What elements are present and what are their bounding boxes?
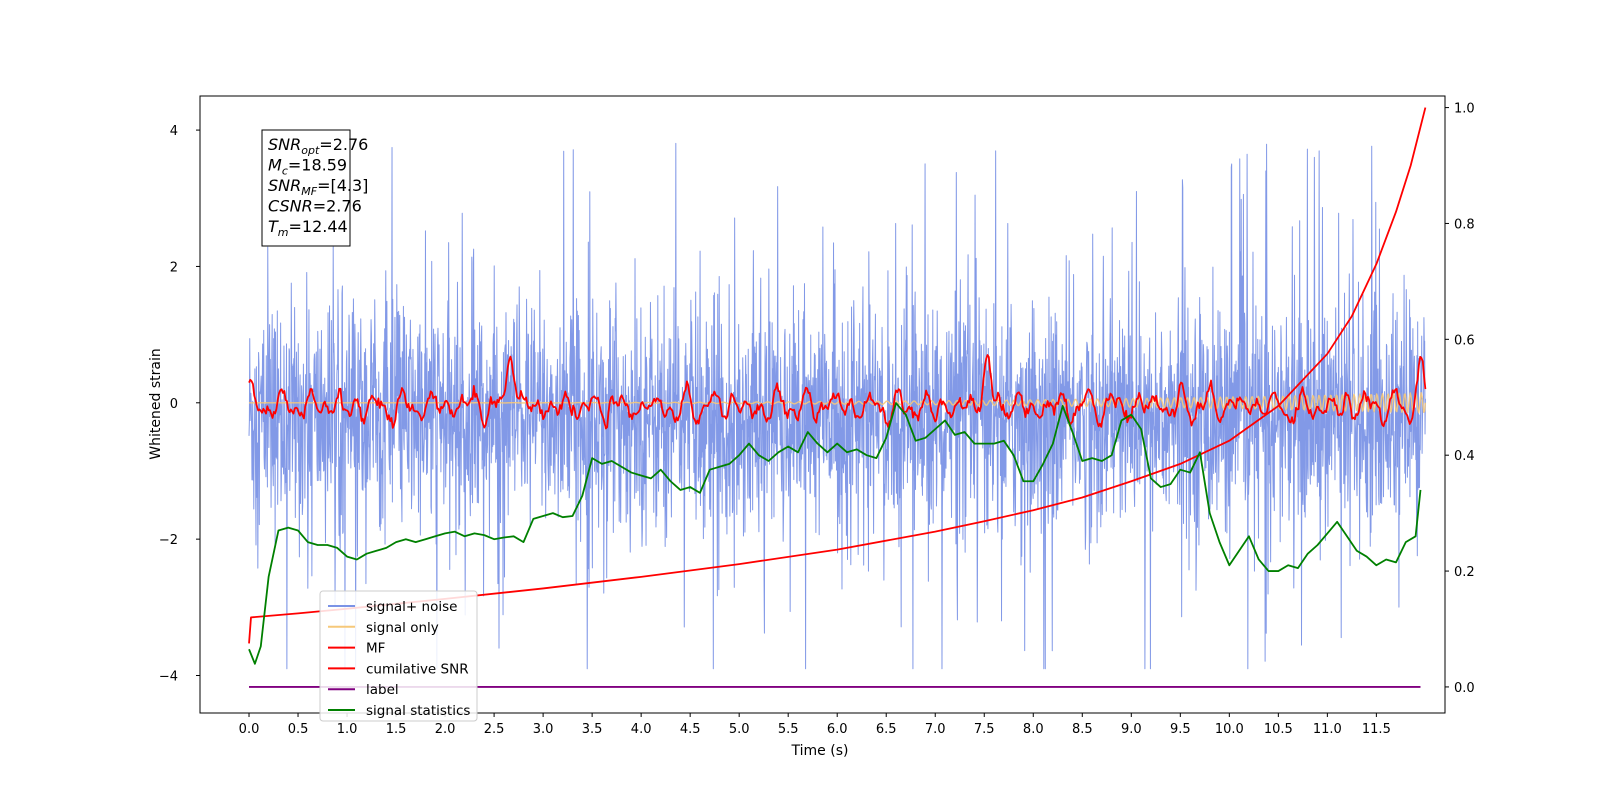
x-tick-label: 1.5 [386,722,407,737]
y2-tick-label: 1.0 [1454,102,1475,117]
info-line-symbol: CSNR [268,197,313,216]
info-line: Mc=18.59 [268,156,347,178]
x-tick-label: 0.5 [288,722,309,737]
info-line: Tm=12.44 [268,217,348,239]
legend: signal+ noise signal only MF cumilative SNR… [319,590,478,722]
legend-label: label [366,682,399,698]
y2-tick-label: 0.0 [1454,681,1475,696]
info-box: SNRopt=2.76Mc=18.59SNRMF=[4.3]CSNR=2.76T… [261,129,368,247]
info-line-value: =[4.3] [317,176,368,195]
y-tick-label: −2 [159,533,178,548]
series-signal-statistics-line [248,402,1422,665]
info-line-symbol: T [268,217,279,236]
series-signal-noise-line [248,142,1426,670]
y-axis-right: 0.0 0.2 0.4 0.6 0.8 1.0 [1445,102,1475,696]
x-tick-label: 9.5 [1170,722,1191,737]
x-tick-label: 2.5 [484,722,505,737]
info-line-symbol: SNR [268,135,301,154]
info-line: CSNR=2.76 [268,197,362,216]
x-tick-label: 11.5 [1362,722,1391,737]
x-tick-label: 2.0 [435,722,456,737]
legend-label: signal only [366,620,439,636]
legend-label: MF [366,641,385,657]
x-axis: 0.0 0.5 1.0 1.5 2.0 2.5 3.0 3.5 4.0 4.5 5.0 5.5 6.0 6… [239,713,1391,737]
y-tick-label: 0 [170,397,178,412]
x-axis-label: Time (s) [791,743,849,759]
x-tick-label: 0.0 [239,722,260,737]
x-tick-label: 3.5 [582,722,603,737]
y2-tick-label: 0.8 [1454,217,1475,232]
info-line: SNRopt=2.76 [268,135,368,157]
y-tick-label: 4 [170,124,178,139]
y-axis-label: Whitened strain [148,348,164,459]
x-tick-label: 9.0 [1121,722,1142,737]
info-line-subscript: MF [301,185,317,198]
x-tick-label: 1.0 [337,722,358,737]
y-tick-label: 2 [170,260,178,275]
legend-label: signal statistics [366,703,470,719]
info-line-value: =12.44 [289,217,348,236]
legend-frame [319,590,478,722]
y2-tick-label: 0.4 [1454,449,1475,464]
x-tick-label: 6.5 [876,722,897,737]
x-tick-label: 7.0 [925,722,946,737]
info-line-symbol: M [268,156,282,175]
info-line-subscript: m [278,226,289,239]
y2-tick-label: 0.6 [1454,333,1475,348]
x-tick-label: 3.0 [533,722,554,737]
axes-frame [199,95,1446,714]
info-line-subscript: c [282,165,288,178]
x-tick-label: 10.5 [1264,722,1293,737]
info-line-value: =2.76 [313,197,362,216]
info-line-value: =2.76 [319,135,368,154]
x-tick-label: 11.0 [1313,722,1342,737]
x-tick-label: 8.0 [1023,722,1044,737]
series-mf-line [248,354,1427,430]
x-tick-label: 7.5 [974,722,995,737]
x-tick-label: 6.0 [827,722,848,737]
info-line-value: =18.59 [288,156,347,175]
x-tick-label: 8.5 [1072,722,1093,737]
x-tick-label: 5.5 [778,722,799,737]
x-tick-label: 4.5 [680,722,701,737]
y-tick-label: −4 [159,670,178,685]
y2-tick-label: 0.2 [1454,565,1475,580]
info-line-subscript: opt [301,144,320,157]
info-box-frame [261,129,351,247]
y-axis-left: −4 −2 0 2 4 [159,124,200,685]
info-line: SNRMF=[4.3] [268,176,368,198]
x-tick-label: 5.0 [729,722,750,737]
x-tick-label: 10.0 [1215,722,1244,737]
info-line-symbol: SNR [268,176,301,195]
x-tick-label: 4.0 [631,722,652,737]
legend-label: signal+ noise [366,599,457,615]
legend-label: cumilative SNR [366,661,469,677]
